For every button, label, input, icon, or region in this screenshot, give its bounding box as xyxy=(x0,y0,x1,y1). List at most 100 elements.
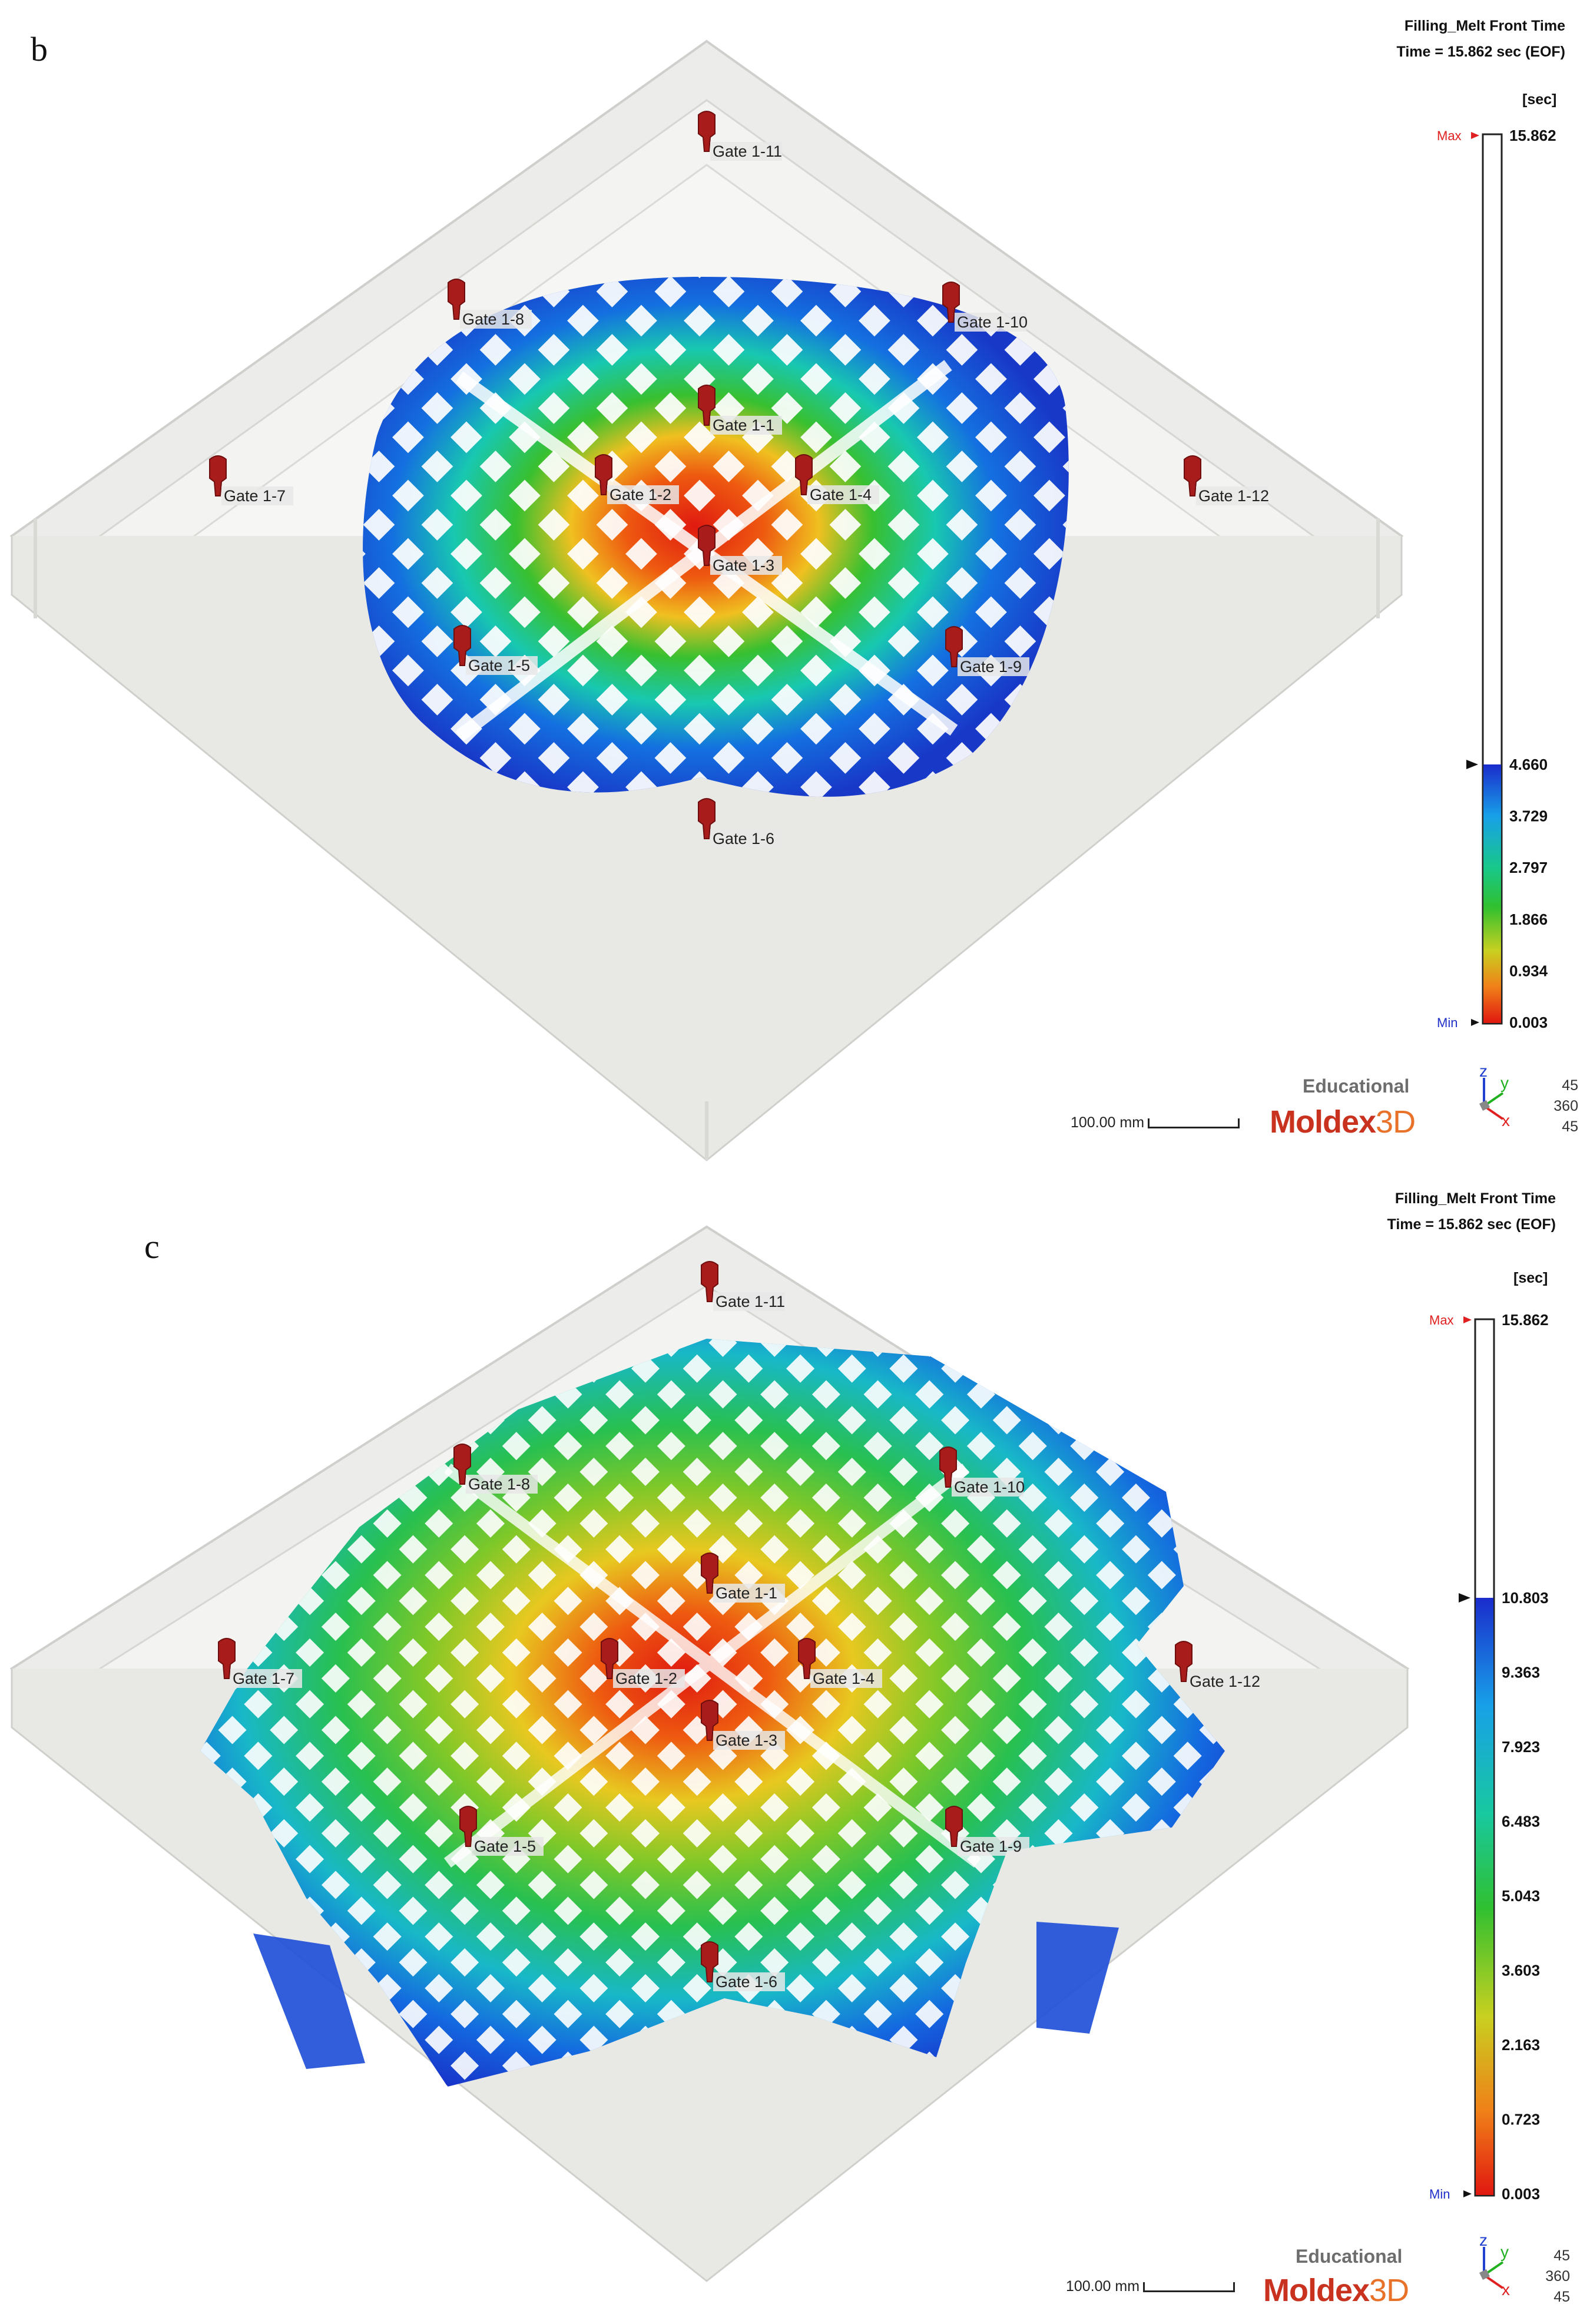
view-angle-2: 360 xyxy=(1545,2268,1570,2285)
axis-triad-icon[interactable]: z y x xyxy=(1466,1065,1519,1130)
gate-label: Gate 1-8 xyxy=(468,1475,530,1493)
gate-label: Gate 1-11 xyxy=(713,143,782,160)
axis-z-label: z xyxy=(1479,2234,1488,2249)
legend-tick-label: 5.043 xyxy=(1502,1887,1540,1905)
legend-tick-label: 10.803 xyxy=(1502,1589,1549,1607)
legend-unit: [sec] xyxy=(1513,1270,1548,1286)
gate-marker[interactable]: Gate 1-8 xyxy=(448,279,532,329)
legend-pointer-icon xyxy=(1466,760,1478,769)
scale-bar-line xyxy=(1148,1118,1240,1128)
gate-marker[interactable]: Gate 1-6 xyxy=(698,798,782,848)
legend-tick-label: 0.003 xyxy=(1509,1014,1548,1031)
axis-triad-icon[interactable]: z y x xyxy=(1466,2234,1519,2299)
legend-max-marker: Max xyxy=(1437,128,1462,143)
gate-marker[interactable]: Gate 1-12 xyxy=(1184,455,1269,505)
result-title-block: Filling_Melt Front Time Time = 15.862 se… xyxy=(1397,13,1566,65)
gate-marker[interactable]: Gate 1-2 xyxy=(595,454,679,504)
model-viewport[interactable]: Gate 1-11 Gate 1-8 Gate 1-10 Gate 1-1 Gate 1… xyxy=(0,0,1590,1162)
gate-marker[interactable]: Gate 1-8 xyxy=(453,1444,538,1494)
gate-marker[interactable]: Gate 1-7 xyxy=(218,1638,302,1688)
gate-marker[interactable]: Gate 1-10 xyxy=(942,282,1028,332)
gate-label-bg xyxy=(710,142,782,161)
gate-marker[interactable]: Gate 1-5 xyxy=(453,625,538,675)
legend-tick-label: 1.866 xyxy=(1509,911,1548,928)
view-angle-3: 45 xyxy=(1562,1118,1578,1135)
model-viewport[interactable]: Gate 1-11 Gate 1-8 Gate 1-10 Gate 1-1 Gate 1… xyxy=(0,1162,1590,2324)
gate-label-bg xyxy=(713,1584,785,1603)
result-title: Filling_Melt Front Time xyxy=(1394,1190,1556,1207)
axis-y-label: y xyxy=(1500,1074,1509,1092)
legend-max-arrow-icon xyxy=(1463,1316,1472,1323)
gate-marker[interactable]: Gate 1-3 xyxy=(701,1700,785,1750)
gate-label-bg xyxy=(710,556,782,575)
gate-label: Gate 1-9 xyxy=(960,1838,1022,1855)
panel-c: Gate 1-11 Gate 1-8 Gate 1-10 Gate 1-1 Gate 1… xyxy=(0,1162,1590,2324)
gate-marker[interactable]: Gate 1-9 xyxy=(945,626,1029,676)
moldex3d-logo: Moldex3D xyxy=(1270,1104,1416,1140)
melt-front-fill xyxy=(363,277,1069,797)
gate-marker[interactable]: Gate 1-2 xyxy=(601,1638,685,1688)
gate-label: Gate 1-12 xyxy=(1198,487,1269,505)
view-angle-3: 45 xyxy=(1553,2289,1570,2305)
gate-marker[interactable]: Gate 1-4 xyxy=(795,454,879,504)
gate-pin-icon xyxy=(218,1638,236,1679)
gate-pin-icon xyxy=(798,1638,816,1679)
gate-label: Gate 1-8 xyxy=(462,310,524,328)
gate-marker[interactable]: Gate 1-7 xyxy=(209,455,293,505)
gate-label-bg xyxy=(713,1972,785,1991)
moldex3d-logo: Moldex3D xyxy=(1263,2272,1409,2309)
gate-marker[interactable]: Gate 1-9 xyxy=(945,1806,1029,1856)
scale-bar-label: 100.00 mm xyxy=(1066,2278,1140,2295)
gate-label: Gate 1-5 xyxy=(474,1838,536,1855)
gate-label: Gate 1-3 xyxy=(713,557,774,574)
color-legend: 15.862 Max 4.660 3.729 2.797 1.866 0.934 0.003 M… xyxy=(1437,127,1556,1031)
gate-pin-icon xyxy=(945,1806,963,1847)
view-angles: 45 360 45 xyxy=(1543,1075,1578,1137)
educational-watermark: Educational xyxy=(1303,1075,1410,1097)
gate-label-bg xyxy=(1196,486,1268,505)
scale-bar-label: 100.00 mm xyxy=(1071,1114,1145,1131)
gate-marker[interactable]: Gate 1-5 xyxy=(459,1806,544,1856)
legend-tick-label: 4.660 xyxy=(1509,756,1548,773)
gate-pin-icon xyxy=(448,279,465,320)
gate-label-bg xyxy=(955,313,1026,332)
gate-pin-icon xyxy=(698,385,716,426)
scale-bar-line xyxy=(1143,2282,1235,2292)
gate-label: Gate 1-6 xyxy=(716,1973,777,1991)
legend-gradient xyxy=(1483,764,1501,1023)
view-angle-1: 45 xyxy=(1553,2247,1570,2264)
gate-pin-icon xyxy=(701,1552,718,1594)
result-title-block: Filling_Melt Front Time Time = 15.862 se… xyxy=(1387,1186,1556,1237)
legend-min-arrow-icon xyxy=(1463,2190,1472,2197)
gate-marker[interactable]: Gate 1-12 xyxy=(1175,1641,1260,1691)
axis-z-label: z xyxy=(1479,1065,1488,1080)
brand-name: Moldex xyxy=(1270,1104,1376,1140)
gate-pin-icon xyxy=(945,626,963,667)
gate-marker[interactable]: Gate 1-11 xyxy=(698,111,782,161)
gate-label-bg xyxy=(613,1669,685,1688)
gate-pin-icon xyxy=(942,282,960,323)
gate-label: Gate 1-4 xyxy=(810,486,872,504)
gate-pin-icon xyxy=(453,1444,471,1485)
gate-marker[interactable]: Gate 1-3 xyxy=(698,525,782,575)
gate-label: Gate 1-2 xyxy=(615,1670,677,1687)
gate-label-bg xyxy=(810,1669,882,1688)
gate-marker[interactable]: Gate 1-4 xyxy=(798,1638,882,1688)
legend-tick-label: 9.363 xyxy=(1502,1664,1540,1681)
view-angle-2: 360 xyxy=(1553,1098,1578,1114)
panel-label: b xyxy=(31,30,48,68)
gate-marker[interactable]: Gate 1-10 xyxy=(939,1446,1025,1497)
gate-label-bg xyxy=(1187,1672,1259,1691)
gate-marker[interactable]: Gate 1-1 xyxy=(701,1552,785,1603)
gate-marker[interactable]: Gate 1-1 xyxy=(698,385,782,435)
gate-label: Gate 1-3 xyxy=(716,1732,777,1749)
gate-marker[interactable]: Gate 1-11 xyxy=(701,1261,785,1311)
gate-marker[interactable]: Gate 1-6 xyxy=(701,1941,785,1991)
educational-watermark: Educational xyxy=(1296,2246,1403,2267)
gate-pin-icon xyxy=(701,1261,718,1302)
gate-label-bg xyxy=(958,657,1029,676)
view-angles: 45 360 45 xyxy=(1535,2246,1570,2308)
axis-x-label: x xyxy=(1502,1111,1510,1130)
gate-pin-icon xyxy=(939,1446,957,1488)
color-legend: 15.862 Max 10.803 9.363 7.923 6.483 5.043 3.603… xyxy=(1429,1311,1549,2203)
